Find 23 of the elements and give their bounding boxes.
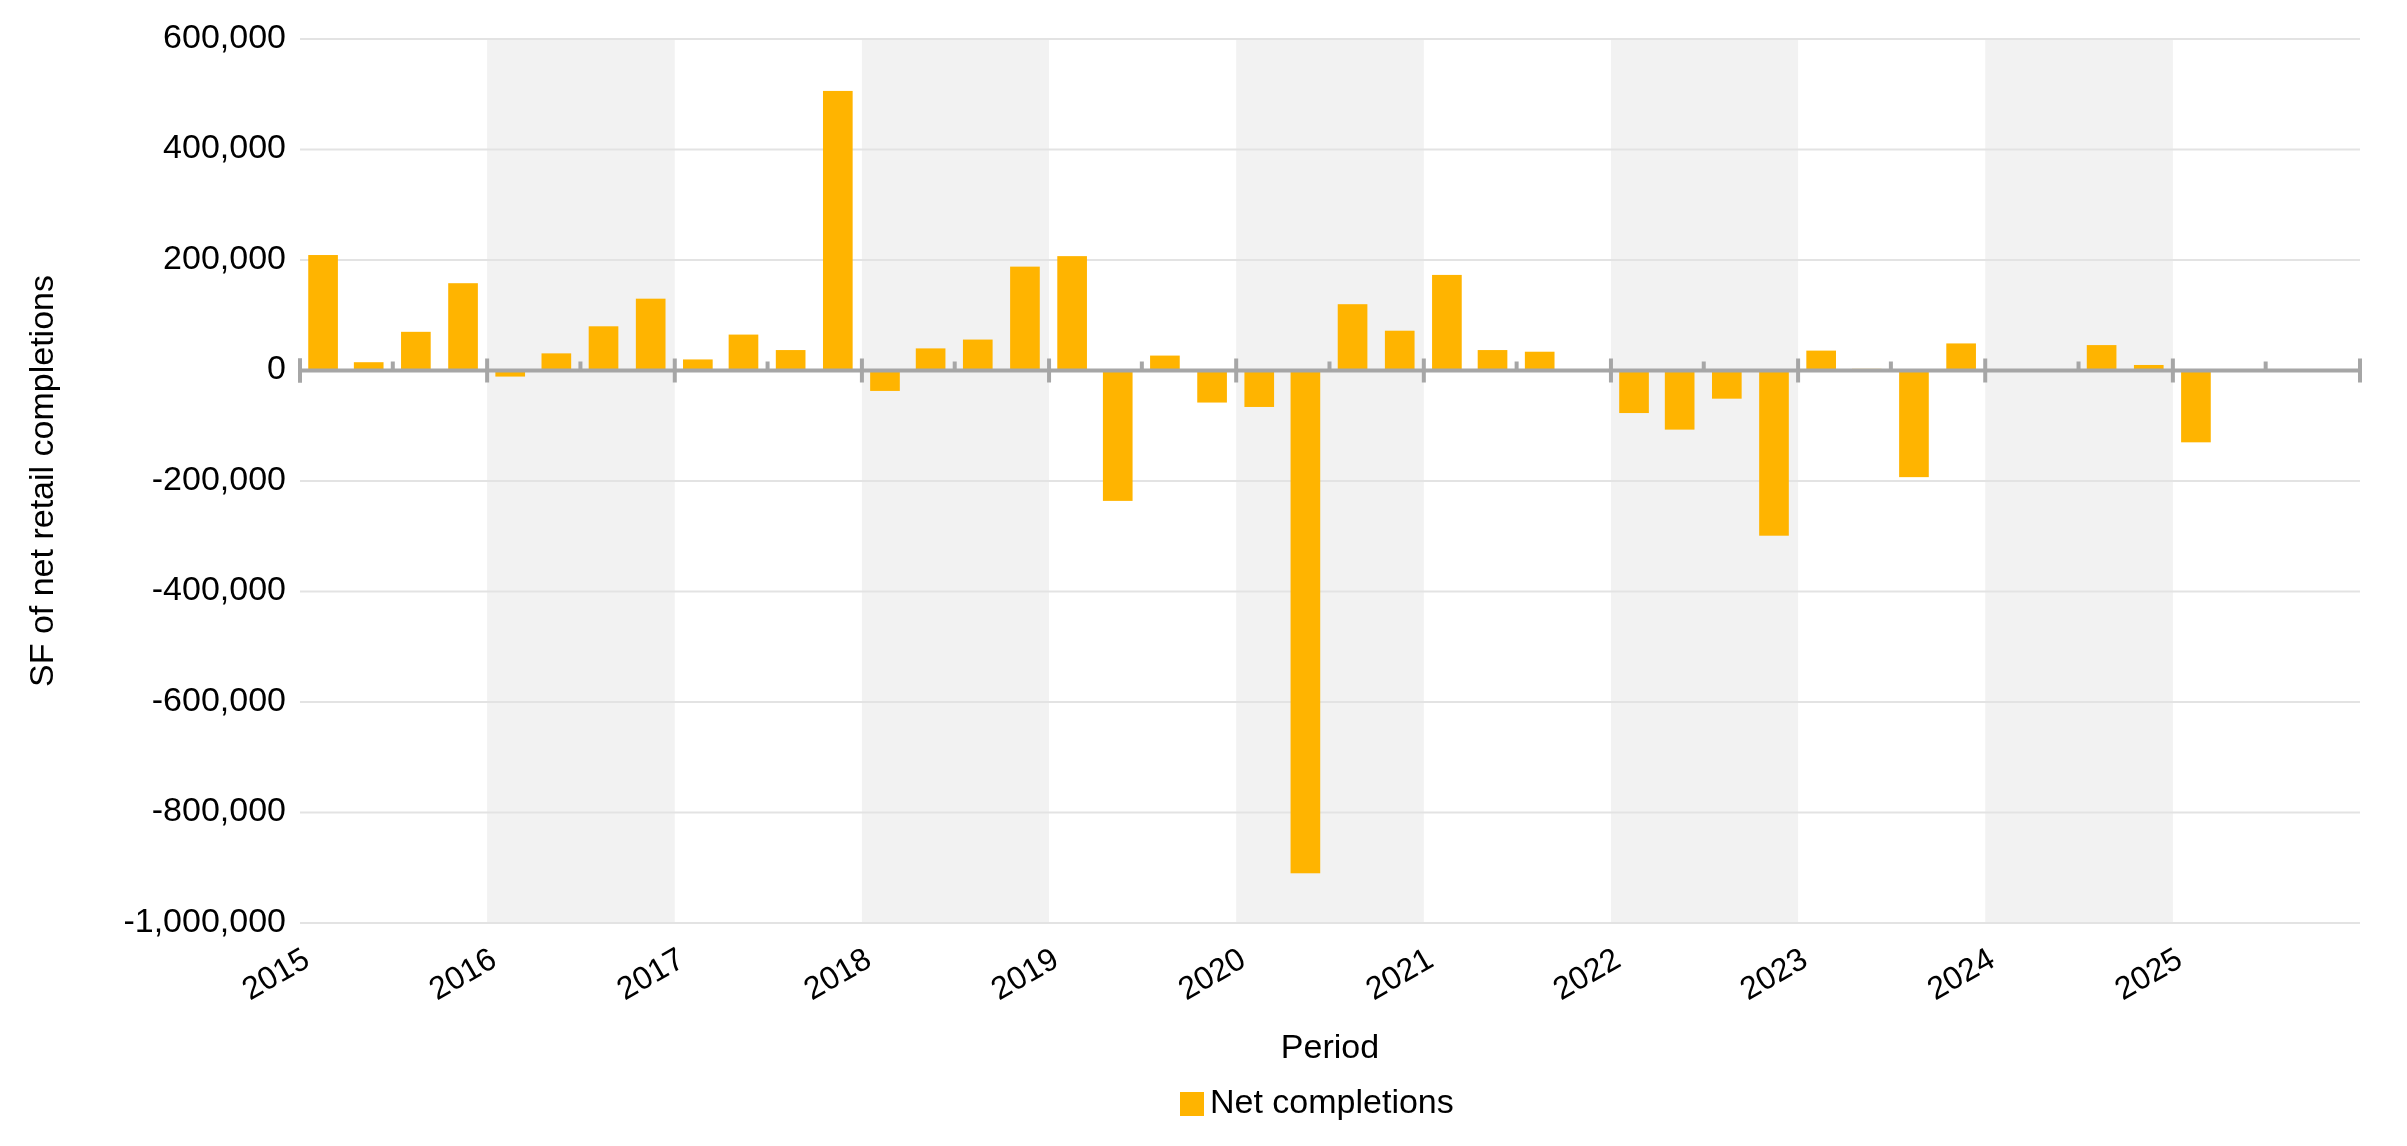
x-tick-label: 2022 (1546, 939, 1627, 1007)
y-tick-label: -600,000 (151, 679, 286, 718)
x-tick-label: 2023 (1733, 939, 1814, 1007)
y-tick-label: 600,000 (163, 16, 286, 55)
x-tick-label: 2015 (235, 939, 316, 1007)
y-tick-label: 200,000 (163, 237, 286, 276)
x-tick-label: 2018 (797, 939, 878, 1007)
y-axis-title: SF of net retail completions (22, 275, 60, 687)
x-tick-label: 2017 (610, 939, 690, 1007)
y-tick-label: 0 (267, 348, 286, 387)
legend-label: Net completions (1210, 1081, 1454, 1120)
y-tick-label: 400,000 (163, 127, 286, 166)
y-tick-label: -400,000 (151, 569, 286, 608)
x-axis-title: Period (1280, 1027, 1380, 1065)
x-tick-label: 2019 (984, 939, 1065, 1007)
x-tick-label: 2024 (1920, 939, 2001, 1007)
x-tick-label: 2020 (1171, 939, 1252, 1007)
x-tick-label: 2016 (422, 939, 503, 1007)
y-tick-label: -800,000 (151, 790, 286, 829)
x-tick-label: 2021 (1359, 939, 1439, 1007)
x-tick-label: 2025 (2108, 939, 2188, 1007)
y-tick-label: -1,000,000 (123, 900, 286, 939)
y-tick-label: -200,000 (151, 458, 286, 497)
